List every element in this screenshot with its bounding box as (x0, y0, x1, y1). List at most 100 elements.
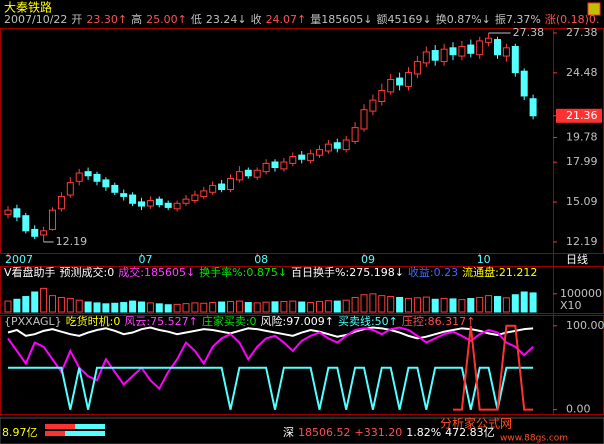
quote-item: 高 (131, 12, 142, 26)
quote-item: 涨(0.18)0. (545, 13, 600, 26)
candle-body (333, 142, 341, 149)
candle-body (111, 184, 119, 193)
candle-body (129, 194, 137, 204)
volume-bar (378, 295, 386, 313)
volume-bar (66, 297, 74, 313)
volume-bar (111, 302, 119, 313)
candle-body (413, 61, 421, 75)
volume-bar (129, 300, 137, 313)
volume-bar (307, 302, 315, 313)
indicator-header-item: 庄家买卖:0 (202, 314, 257, 328)
volume-bar (458, 299, 466, 313)
volume-bar (387, 296, 395, 313)
candle-body (209, 184, 217, 193)
candle-body (93, 173, 101, 182)
candle-body (298, 154, 306, 160)
volume-bar (102, 303, 110, 313)
volume-bar (324, 300, 332, 313)
candle-body (289, 156, 297, 164)
volume-header-item: 百日换手%:275.198↓ (291, 265, 404, 279)
volume-bar (138, 301, 145, 313)
x-tick-label: 07 (139, 253, 153, 266)
x-tick-label: 09 (361, 253, 375, 266)
candle-body (440, 48, 448, 63)
candle-body (494, 39, 501, 56)
indicator-header-item: 吃货时机:0 (66, 314, 121, 328)
status-meter-down (75, 424, 105, 429)
volume-bar (422, 296, 430, 313)
candle-body (280, 161, 288, 170)
y-tick-label: 21.36 (566, 109, 598, 122)
volume-bar (351, 296, 359, 313)
candle-body (138, 201, 145, 207)
candle-body (476, 40, 484, 56)
candle-body (182, 198, 190, 204)
candle-body (529, 98, 537, 117)
candle-body (66, 182, 74, 196)
volume-bar (289, 300, 297, 313)
volume-bar (57, 296, 65, 313)
volume-bar (200, 302, 208, 313)
volume-bar (502, 297, 510, 313)
volume-header-item: V看盘助手 (4, 265, 56, 279)
volume-bar (173, 303, 181, 313)
candle-body (22, 215, 30, 232)
status-item: +331.20 (355, 426, 403, 439)
volume-bar (120, 302, 128, 313)
candle-body (244, 169, 252, 177)
candle-body (396, 77, 404, 86)
candle-body (75, 172, 83, 182)
candle-body (511, 45, 519, 74)
quote-item: 2007/10/22 (4, 13, 67, 26)
volume-bar (13, 298, 21, 313)
volume-bar (271, 301, 279, 313)
y-tick-label: 0.00 (566, 403, 591, 416)
high-label: 27.38 (513, 26, 545, 39)
candle-body (191, 194, 199, 202)
x-tick-label: 10 (477, 253, 491, 266)
volume-bar (529, 292, 537, 313)
y-tick-label: 15.09 (566, 195, 598, 208)
volume-bar (49, 295, 56, 313)
volume-bar (93, 302, 101, 313)
y-tick-label: 27.38 (566, 26, 598, 39)
y-tick-label: 100.00 (566, 319, 604, 332)
indicator-header-item: {PXXAGL} (4, 315, 62, 328)
quote-item: 额45169↓ (377, 13, 432, 26)
volume-bar (146, 302, 154, 313)
candle-body (485, 37, 493, 43)
quote-item: 量185605↓ (310, 13, 372, 26)
volume-header-item: 流通盘:21.212 (462, 265, 537, 279)
volume-bar (342, 299, 350, 313)
volume-bar (440, 297, 448, 313)
volume-bar (209, 302, 217, 313)
candle-body (387, 78, 395, 93)
candle-body (360, 109, 368, 130)
volume-header-item: 预测成交:0 (60, 265, 115, 279)
candle-body (502, 47, 510, 57)
volume-bar (333, 300, 341, 313)
window-icon[interactable] (587, 2, 601, 16)
x-tick-label: 2007 (5, 253, 33, 266)
volume-bar (235, 300, 243, 313)
volume-bar (218, 301, 226, 313)
indicator-header-item: 买卖线:50↑ (338, 314, 398, 328)
volume-bar (449, 298, 457, 313)
y-tick-label: 19.78 (566, 131, 598, 144)
status-meter-down (65, 431, 105, 436)
candle-body (120, 193, 128, 197)
candle-body (520, 70, 528, 97)
candle-body (146, 200, 154, 207)
volume-bar (164, 304, 172, 313)
indicator-header-item: 压控:86.317↑ (402, 314, 475, 328)
candle-body (200, 190, 208, 197)
volume-header-item: 成交:185605↓ (118, 265, 195, 279)
indicator-line (7, 326, 534, 391)
status-item: 472.83亿 (445, 426, 495, 439)
period-label: 日线 (566, 252, 588, 266)
stock-name: 大秦铁路 (4, 0, 52, 15)
status-item: 1.82% (406, 426, 441, 439)
quote-item: 24.07↑ (266, 13, 307, 26)
quote-item: 开 (71, 13, 82, 26)
candle-body (235, 171, 243, 181)
